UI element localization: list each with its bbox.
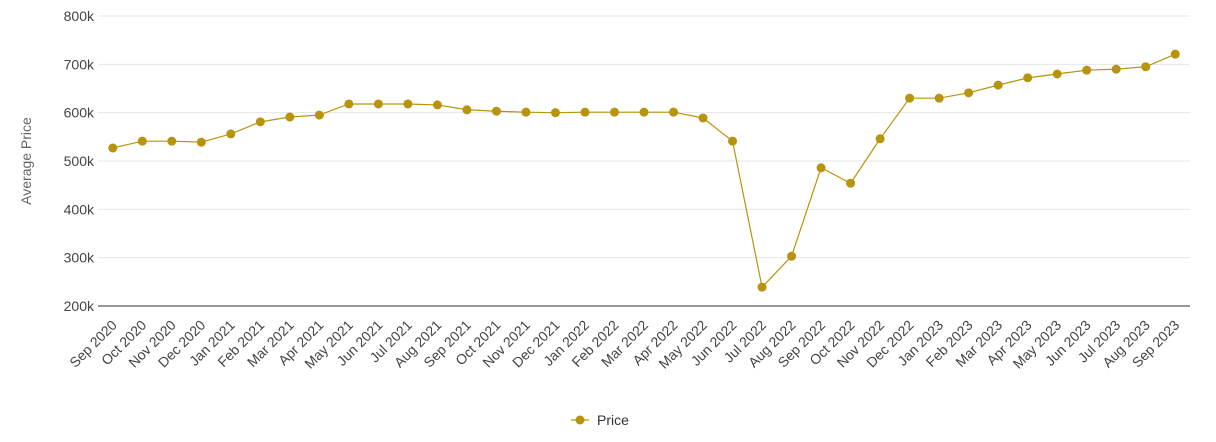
point: [521, 107, 531, 117]
point: [609, 107, 619, 117]
y-tick-label: 600k: [64, 105, 95, 121]
point: [314, 110, 324, 120]
point: [1111, 64, 1121, 74]
legend-marker: [575, 415, 585, 425]
point: [1141, 62, 1151, 72]
y-tick-label: 800k: [64, 8, 95, 24]
point: [846, 178, 856, 188]
point: [432, 100, 442, 110]
legend-label: Price: [597, 412, 629, 428]
point: [875, 134, 885, 144]
point: [285, 112, 295, 122]
point: [757, 282, 767, 292]
point: [1170, 49, 1180, 59]
point: [698, 113, 708, 123]
point: [934, 93, 944, 103]
y-tick-label: 500k: [64, 153, 95, 169]
point: [728, 136, 738, 146]
point: [108, 143, 118, 153]
point: [580, 107, 590, 117]
point: [226, 129, 236, 139]
point: [550, 108, 560, 118]
point: [167, 136, 177, 146]
point: [1023, 73, 1033, 83]
y-tick-label: 300k: [64, 250, 95, 266]
point: [787, 251, 797, 261]
point: [491, 106, 501, 116]
point: [137, 136, 147, 146]
point: [255, 117, 265, 127]
point: [669, 107, 679, 117]
point: [196, 137, 206, 147]
y-axis-label: Average Price: [18, 117, 34, 205]
point: [964, 88, 974, 98]
point: [905, 93, 915, 103]
point: [344, 99, 354, 109]
point: [373, 99, 383, 109]
point: [1082, 65, 1092, 75]
point: [462, 105, 472, 115]
point: [639, 107, 649, 117]
point: [403, 99, 413, 109]
point: [993, 80, 1003, 90]
point: [1052, 69, 1062, 79]
y-tick-label: 400k: [64, 201, 95, 217]
y-tick-label: 200k: [64, 298, 95, 314]
y-tick-label: 700k: [64, 56, 95, 72]
line: [112, 53, 1176, 289]
point: [816, 163, 826, 173]
